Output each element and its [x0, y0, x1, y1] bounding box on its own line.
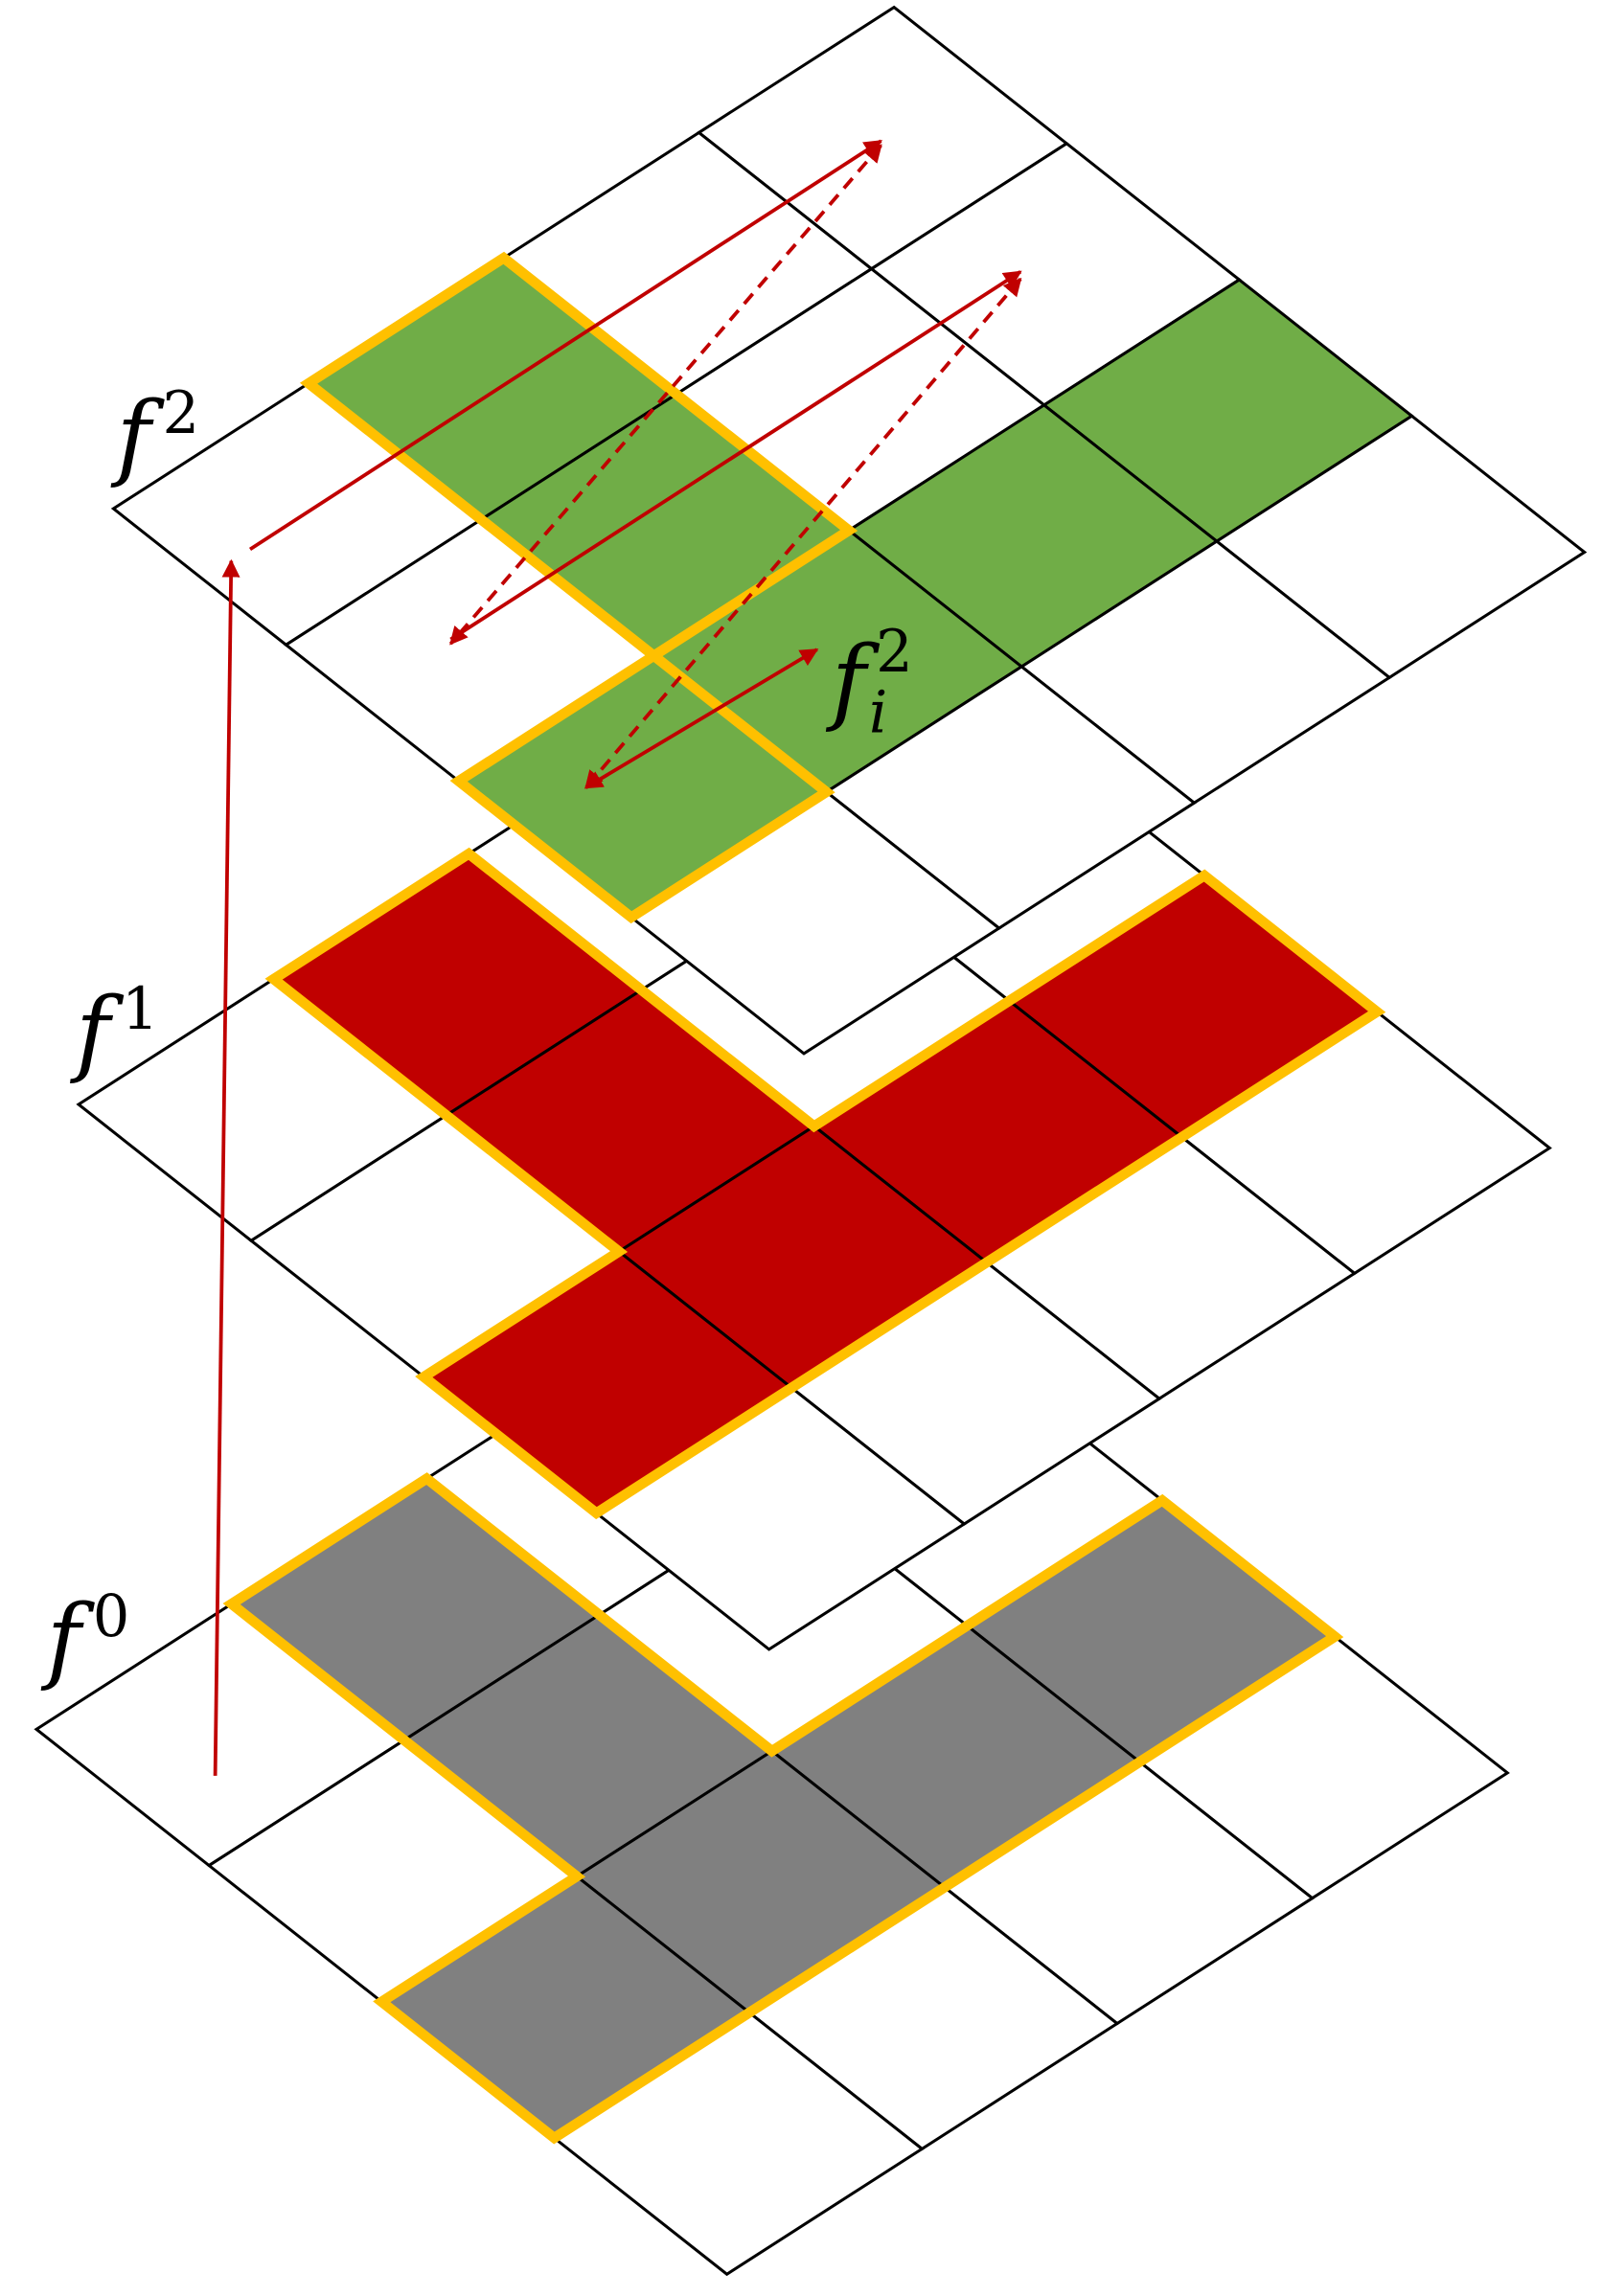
label-base: f [110, 382, 165, 490]
label-base: f [41, 1585, 96, 1694]
label-sup: 2 [876, 619, 913, 686]
label-sup: 1 [122, 976, 159, 1043]
arrow [584, 648, 819, 789]
label-sup: 0 [93, 1583, 130, 1650]
grid-layer [110, 5, 1588, 1056]
arrow [213, 558, 240, 1776]
outline [222, 1472, 1344, 2145]
label-sub: i [869, 680, 887, 747]
outline [264, 847, 1386, 1520]
arrows [213, 139, 1022, 1776]
label-base: f [70, 978, 125, 1086]
annotation: fi2 [826, 619, 913, 747]
label-sup: 2 [163, 380, 200, 447]
